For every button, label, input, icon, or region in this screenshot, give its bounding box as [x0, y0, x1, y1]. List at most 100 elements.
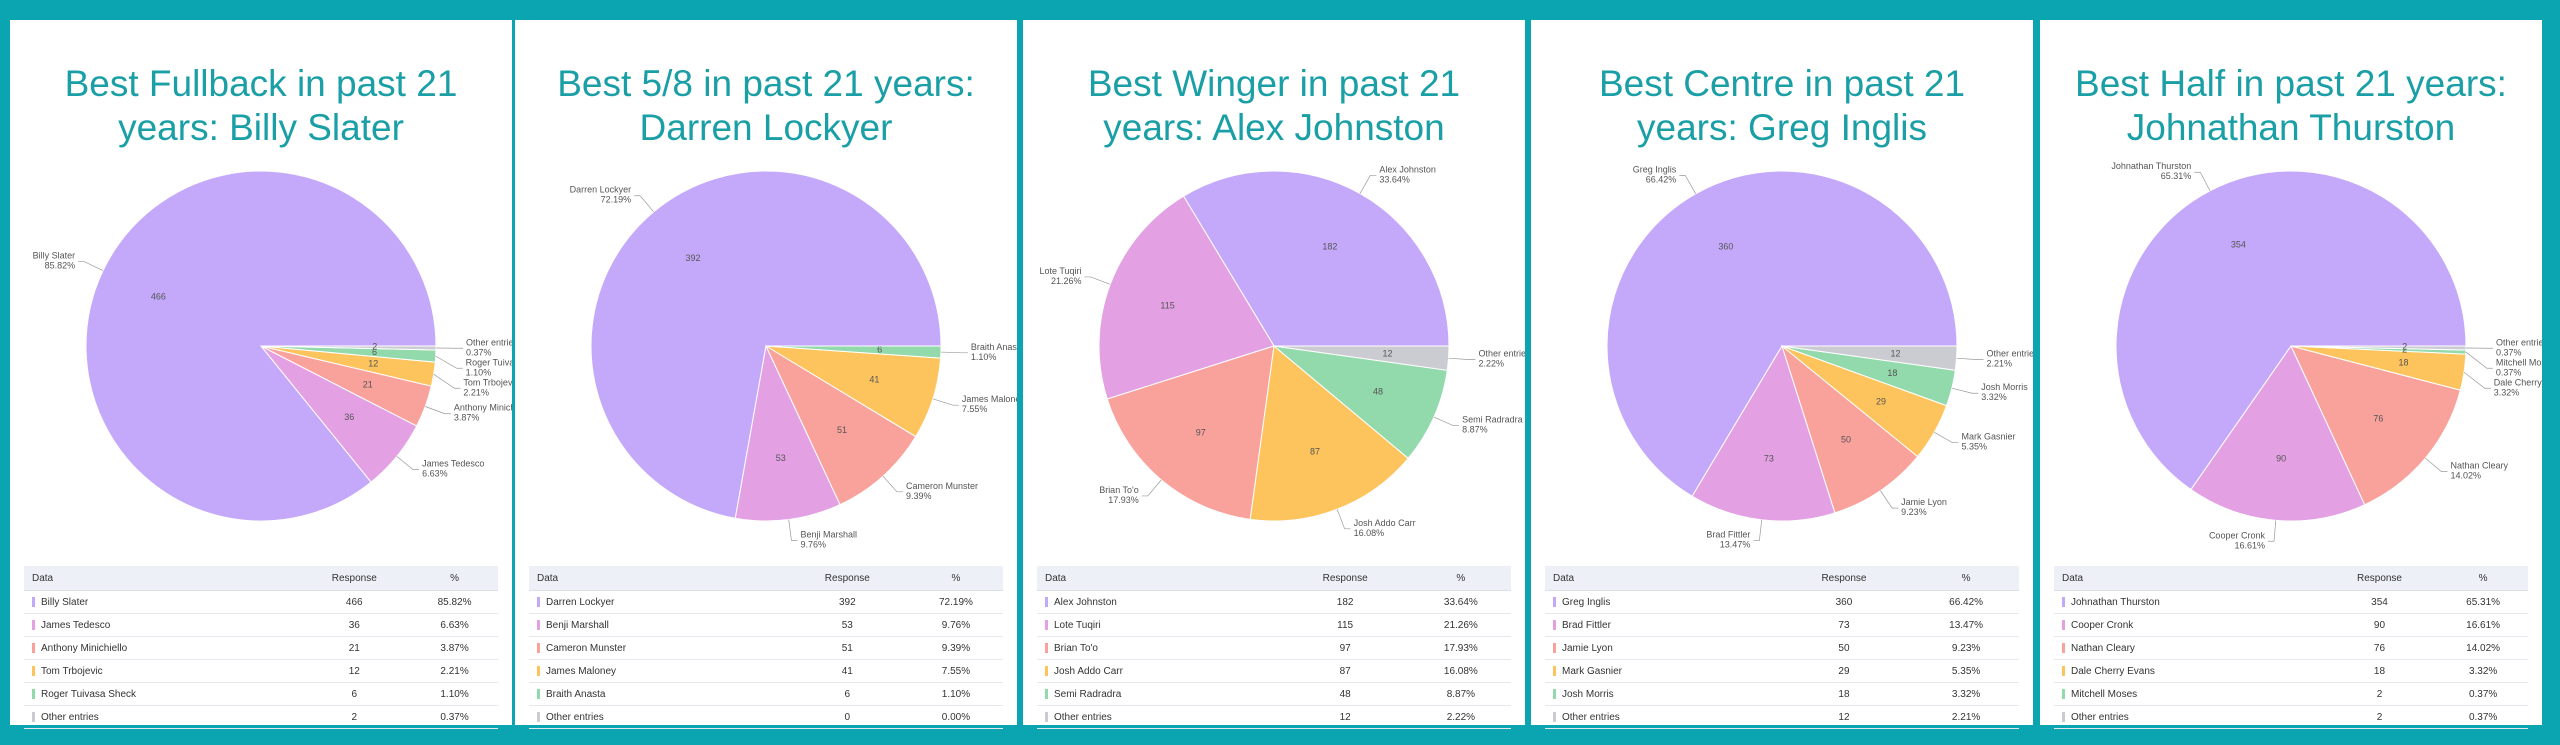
slice-value-label: 182 [1322, 241, 1337, 251]
slice-name-label: James Maloney [962, 394, 1017, 404]
slice-value-label: 18 [2398, 357, 2408, 367]
row-name-cell: Semi Radradra [1037, 682, 1280, 706]
slice-value-label: 87 [1310, 446, 1320, 456]
leader-line [425, 406, 451, 415]
color-swatch [537, 619, 540, 630]
color-swatch [2062, 665, 2065, 676]
table-row: Anthony Minichiello 21 3.87% [24, 636, 498, 660]
chart-title: Best 5/8 in past 21 years: Darren Lockye… [557, 63, 975, 148]
leader-line [2463, 371, 2491, 389]
table-row: Alex Johnston 182 33.64% [1037, 590, 1511, 614]
slice-value-label: 53 [776, 453, 786, 463]
slice-share-label: 16.61% [2234, 540, 2265, 550]
response-cell: 0 [785, 705, 909, 729]
color-swatch [2062, 642, 2065, 653]
table-header: Data Response% [2054, 566, 2528, 591]
row-name-cell: Nathan Cleary [2054, 636, 2321, 660]
leader-line [882, 475, 903, 493]
table-row: Tom Trbojevic 12 2.21% [24, 659, 498, 683]
slice-name-label: Tom Trbojevic [463, 377, 512, 387]
response-cell: 115 [1279, 613, 1411, 637]
slice-name-label: Billy Slater [33, 251, 76, 261]
slice-value-label: 51 [837, 425, 847, 435]
pie-slice [1606, 170, 1958, 497]
table-row: Jamie Lyon 50 9.23% [1545, 636, 2019, 660]
response-cell: 41 [785, 659, 909, 683]
response-cell: 12 [1279, 705, 1411, 729]
slice-name-label: Cooper Cronk [2209, 530, 2266, 540]
table-row: Benji Marshall 53 9.76% [529, 613, 1003, 637]
slice-share-label: 16.08% [1354, 528, 1385, 538]
leader-line [1956, 357, 1984, 360]
data-table: Data Response% Greg Inglis 360 66.42% Brad Fi… [1545, 566, 2019, 729]
slice-share-label: 66.42% [1646, 175, 1677, 185]
percent-cell: 3.87% [411, 636, 498, 660]
slice-value-label: 2 [2402, 344, 2407, 354]
slice-name-label: Dale Cherry Evans [2494, 377, 2542, 387]
row-name: Billy Slater [41, 596, 89, 608]
color-swatch [32, 619, 35, 630]
row-name-cell: Mark Gasnier [1545, 659, 1775, 683]
leader-line [1880, 490, 1899, 509]
slice-share-label: 9.76% [800, 539, 826, 549]
slice-value-label: 6 [877, 344, 882, 354]
row-name: Jamie Lyon [1562, 642, 1613, 654]
row-name-cell: Other entries [24, 705, 298, 729]
pie-slice [2115, 170, 2467, 491]
table-row: Other entries 2 0.37% [2054, 705, 2528, 729]
percent-cell: 1.10% [908, 682, 1003, 706]
percent-cell: 8.87% [1410, 682, 1511, 706]
color-swatch [1553, 619, 1556, 630]
row-name: Anthony Minichiello [41, 642, 128, 654]
data-table: Data Response% Johnathan Thurston 354 65.31%… [2054, 566, 2528, 729]
column-header: % [411, 566, 498, 591]
leader-line [2465, 351, 2493, 369]
percent-cell: 9.39% [908, 636, 1003, 660]
pie-slice [1182, 170, 1450, 347]
row-name: Braith Anasta [546, 688, 606, 700]
slice-value-label: 76 [2373, 413, 2383, 423]
column-header: % [1913, 566, 2019, 591]
slice-value-label: 392 [685, 253, 700, 263]
slice-name-label: Anthony Minichiello [454, 403, 512, 413]
column-header: Response [1279, 566, 1411, 591]
row-name-cell: Dale Cherry Evans [2054, 659, 2321, 683]
color-swatch [1045, 642, 1048, 653]
color-swatch [537, 596, 540, 607]
row-name-cell: Cameron Munster [529, 636, 786, 660]
slice-value-label: 21 [363, 380, 373, 390]
color-swatch [1045, 665, 1048, 676]
slice-share-label: 8.87% [1462, 425, 1488, 435]
row-name-cell: Other entries [2054, 705, 2321, 729]
response-cell: 182 [1279, 590, 1411, 614]
slice-name-label: Other entries [1987, 349, 2033, 359]
pie-slice [2290, 345, 2461, 506]
table-row: Roger Tuivasa Sheck 6 1.10% [24, 682, 498, 706]
percent-cell: 66.42% [1913, 590, 2019, 614]
row-name: Josh Morris [1562, 688, 1614, 700]
slice-value-label: 466 [151, 291, 166, 301]
color-swatch [1045, 688, 1048, 699]
slice-value-label: 12 [1890, 348, 1900, 358]
percent-cell: 14.02% [2438, 636, 2528, 660]
slice-name-label: Lote Tuqiri [1040, 266, 1082, 276]
row-name: Roger Tuivasa Sheck [41, 688, 137, 700]
leader-line [1084, 276, 1111, 285]
pie-slice [2190, 345, 2366, 522]
response-cell: 6 [297, 682, 412, 706]
slice-share-label: 1.10% [466, 367, 492, 377]
color-swatch [2062, 619, 2065, 630]
table-row: Lote Tuqiri 115 21.26% [1037, 613, 1511, 637]
slice-name-label: Semi Radradra [1462, 415, 1523, 425]
percent-cell: 9.23% [1913, 636, 2019, 660]
percent-cell: 17.93% [1410, 636, 1511, 660]
response-cell: 2 [2320, 705, 2439, 729]
response-cell: 51 [785, 636, 909, 660]
row-name-cell: Roger Tuivasa Sheck [24, 682, 298, 706]
color-swatch [32, 711, 35, 722]
color-swatch [1553, 711, 1556, 722]
color-swatch [1553, 688, 1556, 699]
chart-title: Best Winger in past 21 years: Alex Johns… [1087, 63, 1461, 148]
slice-share-label: 9.39% [906, 491, 932, 501]
